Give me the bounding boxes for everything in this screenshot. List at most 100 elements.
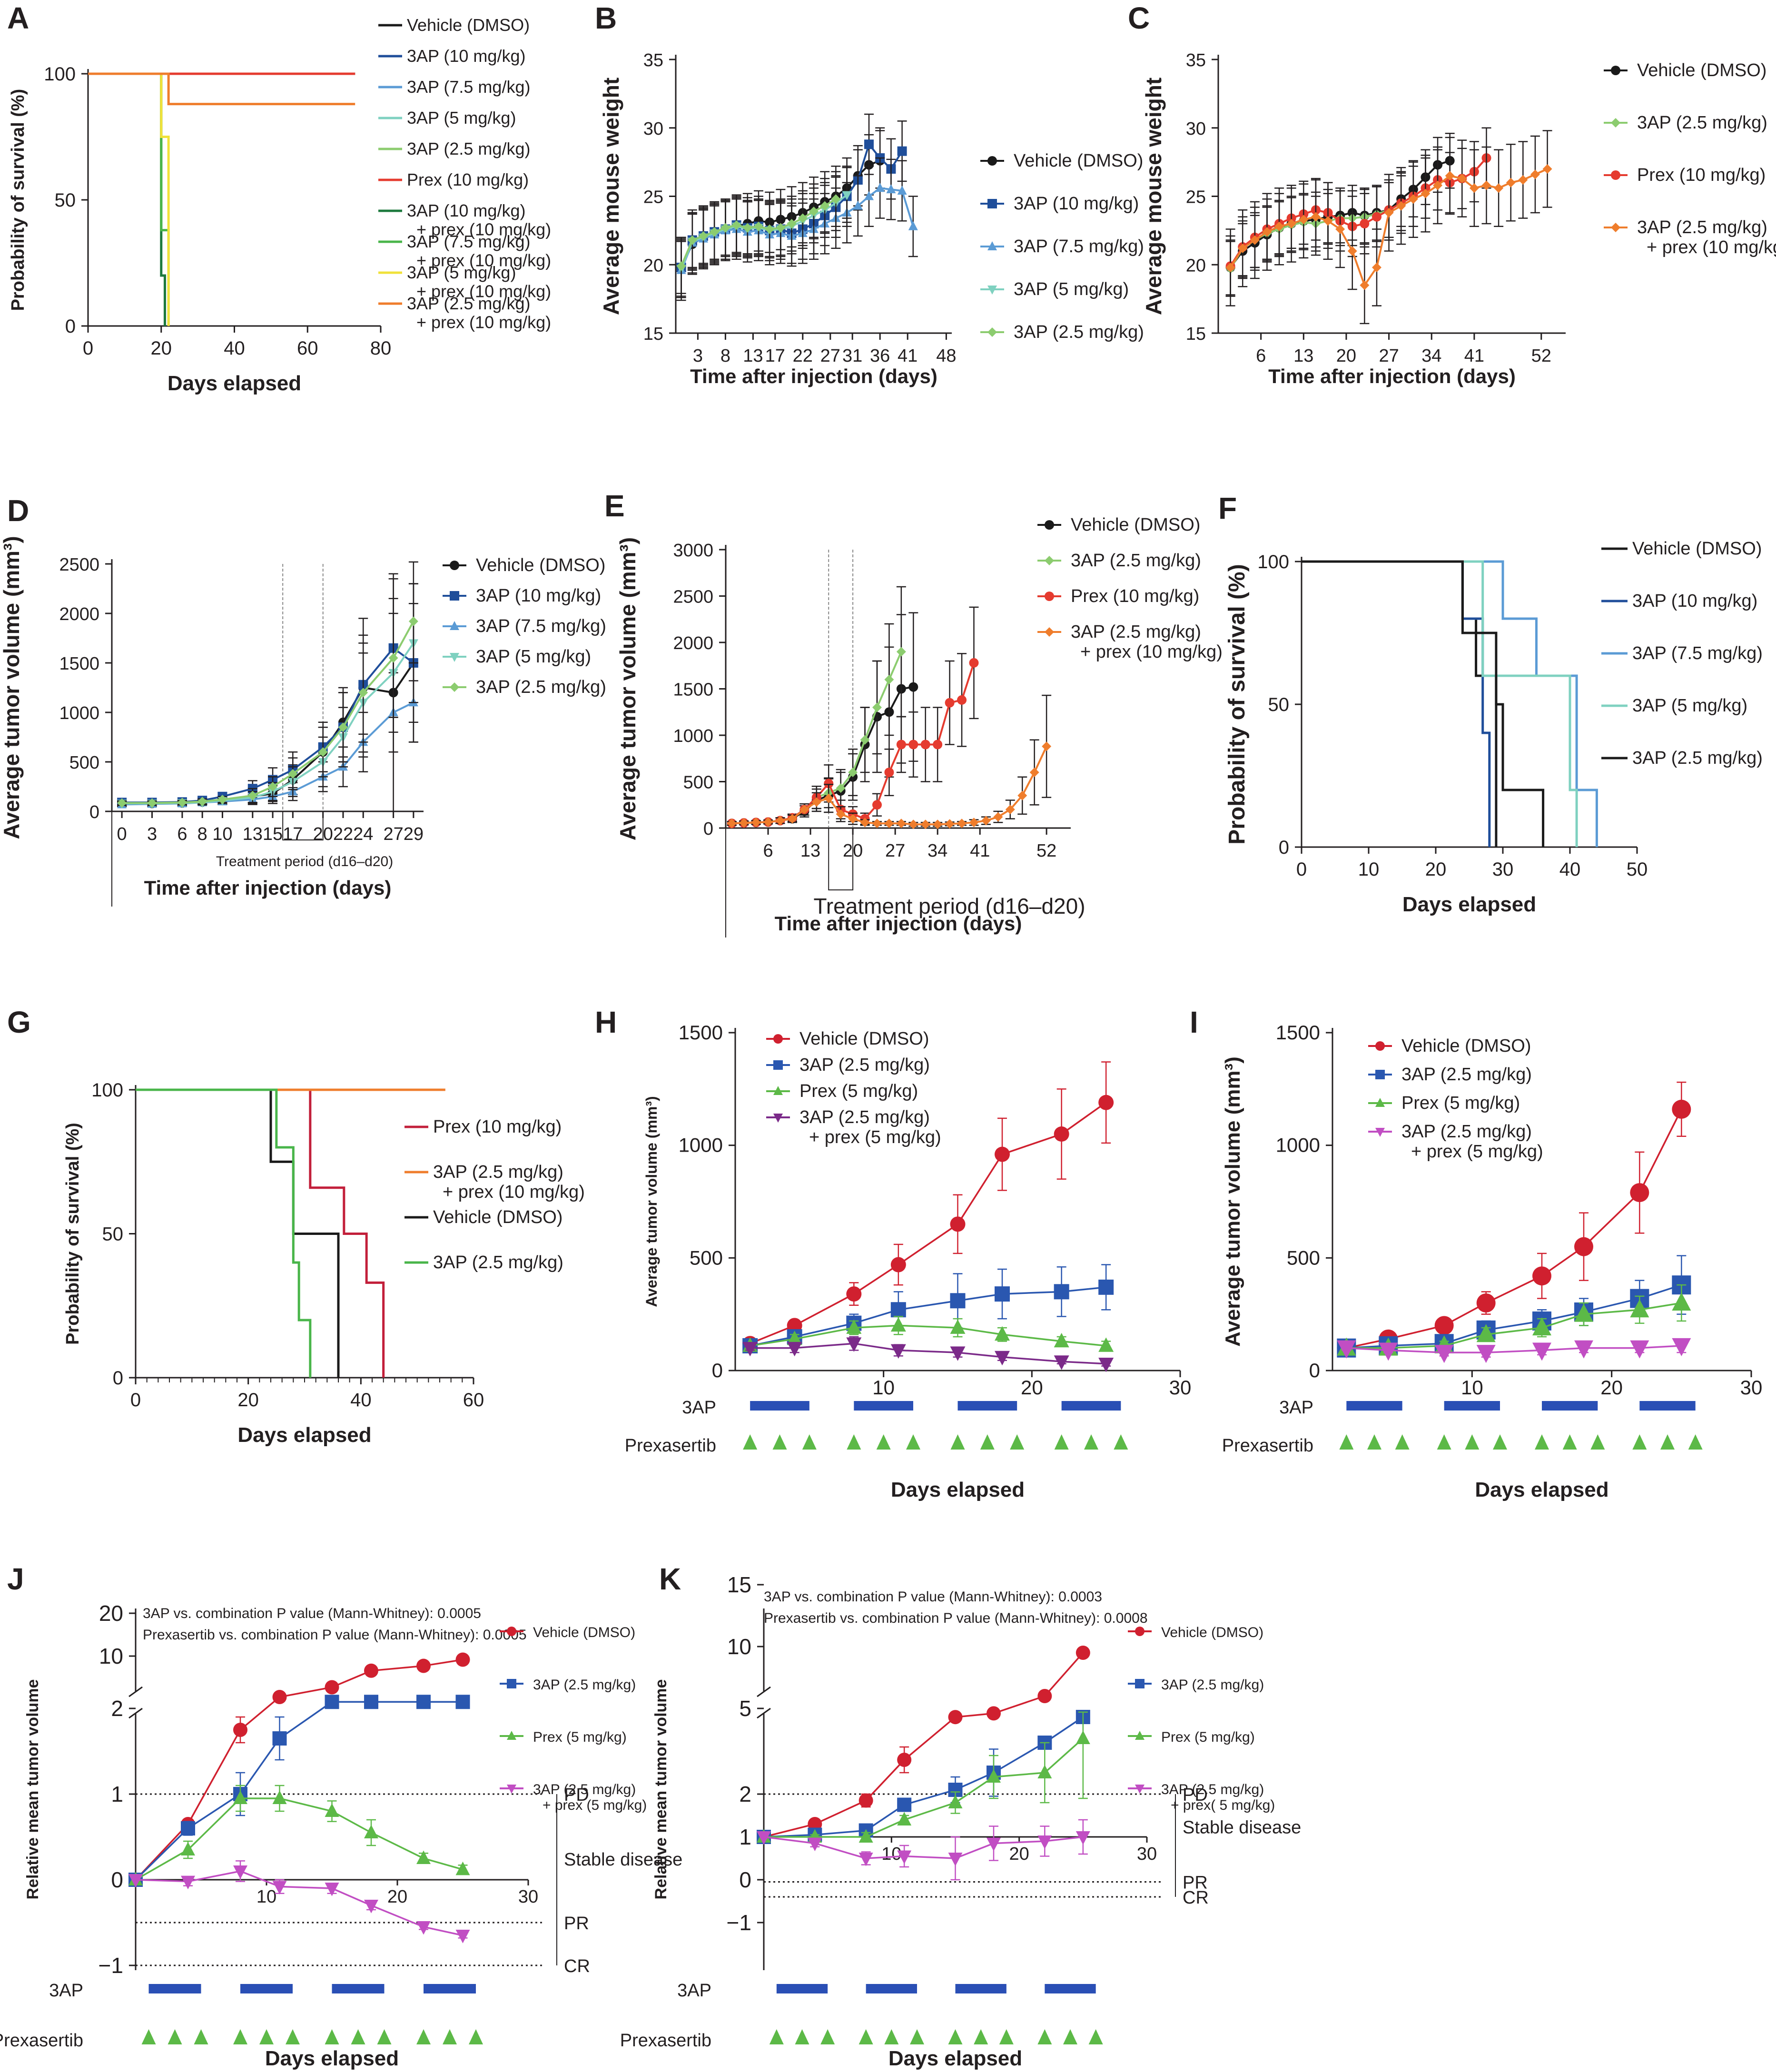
y-axis-title: Average mouse weight bbox=[599, 78, 623, 315]
data-point bbox=[897, 1850, 912, 1864]
dose-arrow-prexasertib bbox=[974, 2029, 988, 2044]
y-tick-label: 1 bbox=[739, 1825, 751, 1849]
y-tick-label: 500 bbox=[690, 1246, 723, 1269]
data-point bbox=[1274, 221, 1284, 231]
x-tick-label: 20 bbox=[151, 338, 172, 359]
x-tick-label: 20 bbox=[1021, 1376, 1043, 1399]
series-line bbox=[763, 1716, 1084, 1838]
dose-arrow-prexasertib bbox=[795, 2029, 809, 2044]
legend-label: Vehicle (DMSO) bbox=[1014, 151, 1143, 171]
y-tick-label: 15 bbox=[643, 324, 663, 344]
data-point bbox=[824, 793, 834, 803]
y-tick-label: 0 bbox=[712, 1359, 723, 1381]
data-point bbox=[1421, 188, 1431, 198]
data-point bbox=[739, 818, 749, 828]
x-tick-label: 3 bbox=[147, 824, 157, 844]
y-tick-label: 100 bbox=[44, 64, 76, 85]
legend-label: Vehicle (DMSO) bbox=[407, 15, 530, 35]
x-tick-label: 27 bbox=[1379, 346, 1399, 366]
data-point bbox=[731, 220, 741, 230]
data-point bbox=[920, 740, 930, 750]
data-point bbox=[836, 783, 846, 793]
data-point bbox=[1037, 1765, 1052, 1778]
dose-arrow-prexasertib bbox=[858, 2029, 873, 2044]
data-point bbox=[897, 1797, 912, 1812]
data-point bbox=[987, 241, 997, 250]
y-tick-label: 20 bbox=[643, 256, 663, 276]
data-point bbox=[1029, 768, 1039, 777]
panel-letter-f: F bbox=[1218, 491, 1237, 525]
data-point bbox=[860, 735, 870, 745]
data-point bbox=[272, 1731, 287, 1746]
legend-label: + prex (5 mg/kg) bbox=[809, 1127, 941, 1147]
series-vehicle-dmso- bbox=[742, 1061, 1114, 1352]
data-point bbox=[1476, 1324, 1496, 1342]
series-line bbox=[750, 1324, 1106, 1347]
data-point bbox=[181, 1821, 195, 1835]
dose-label-prexasertib: Prexasertib bbox=[620, 2031, 711, 2051]
data-point bbox=[858, 1793, 873, 1808]
x-tick-label: 24 bbox=[353, 824, 373, 844]
y-tick-label: 3000 bbox=[673, 541, 713, 561]
y-tick-label: 500 bbox=[69, 753, 99, 773]
data-point bbox=[948, 1853, 963, 1866]
data-point bbox=[1045, 520, 1054, 530]
data-point bbox=[824, 779, 834, 789]
data-point bbox=[507, 1679, 516, 1688]
data-point bbox=[450, 591, 459, 601]
dose-arrow-prexasertib bbox=[1535, 1434, 1549, 1450]
y-axis-title: Probability of survival (%) bbox=[8, 89, 28, 311]
data-point bbox=[1375, 1098, 1385, 1107]
data-point bbox=[325, 1695, 339, 1709]
data-point bbox=[920, 819, 930, 829]
dose-block-3ap bbox=[1639, 1401, 1696, 1411]
data-point bbox=[1630, 1340, 1649, 1359]
x-axis-title: Days elapsed bbox=[891, 1478, 1025, 1501]
panel-letter-b: B bbox=[595, 1, 617, 35]
data-point bbox=[809, 207, 819, 217]
data-point bbox=[325, 1680, 339, 1695]
data-point bbox=[1530, 169, 1540, 179]
data-point bbox=[908, 682, 918, 692]
legend-label: 3AP (2.5 mg/kg) bbox=[1637, 113, 1767, 133]
dose-label-3ap: 3AP bbox=[1279, 1398, 1313, 1418]
data-point bbox=[325, 1803, 339, 1817]
legend-label: 3AP (2.5 mg/kg) bbox=[407, 294, 530, 313]
data-point bbox=[364, 1663, 378, 1678]
data-point bbox=[773, 1086, 783, 1095]
legend-label: 3AP (5 mg/kg) bbox=[476, 647, 591, 667]
x-tick-label: 48 bbox=[936, 346, 956, 366]
data-point bbox=[933, 740, 943, 750]
threshold-label: PR bbox=[564, 1914, 589, 1934]
x-tick-label: 80 bbox=[370, 338, 392, 359]
data-point bbox=[1054, 1284, 1069, 1300]
legend-label: 3AP (7.5 mg/kg) bbox=[1632, 643, 1763, 663]
data-point bbox=[1037, 1689, 1052, 1703]
panel-f: 0 50 100 0 10 20 30 40 50 Days elapsed Probability… bbox=[1224, 539, 1763, 916]
y-tick-label: 20 bbox=[1186, 256, 1206, 276]
data-point bbox=[1337, 1340, 1356, 1359]
data-point bbox=[853, 200, 863, 210]
series-3ap-10-mg-kg-prex-10-mg-kg- bbox=[88, 72, 166, 326]
y-tick-label: 30 bbox=[1186, 119, 1206, 139]
y-tick-label: 1000 bbox=[679, 1134, 723, 1156]
data-point bbox=[720, 223, 730, 233]
data-point bbox=[950, 1319, 966, 1334]
data-point bbox=[450, 621, 459, 630]
y-tick-label: 35 bbox=[643, 50, 663, 70]
data-point bbox=[1611, 118, 1620, 128]
series-3ap-10-mg-kg- bbox=[1302, 560, 1491, 847]
dose-arrow-prexasertib bbox=[1088, 2029, 1103, 2044]
data-point bbox=[1379, 1342, 1398, 1361]
series-prex-5-mg-kg- bbox=[1337, 1284, 1691, 1356]
data-point bbox=[1433, 180, 1443, 190]
legend-label: 3AP (10 mg/kg) bbox=[1014, 194, 1139, 214]
x-tick-label: 52 bbox=[1036, 841, 1056, 861]
axis-break bbox=[757, 1686, 771, 1697]
data-point bbox=[1017, 790, 1027, 800]
data-point bbox=[1476, 1293, 1496, 1312]
data-point bbox=[272, 1881, 287, 1894]
data-point bbox=[776, 223, 786, 233]
survival-curve bbox=[136, 1088, 340, 1378]
